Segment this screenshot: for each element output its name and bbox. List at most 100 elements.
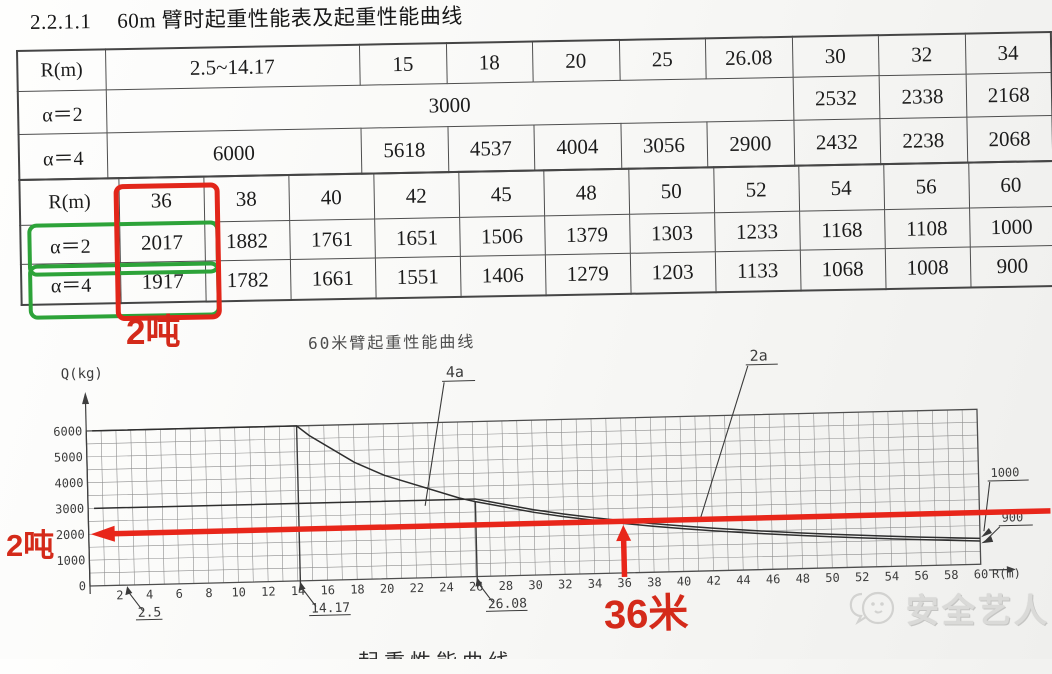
callout-leader xyxy=(478,584,494,603)
watermark: 安全艺人 xyxy=(848,584,1050,632)
table-cell: 1000 xyxy=(969,206,1052,248)
table-cell: 20 xyxy=(531,39,620,83)
table-cell: 1108 xyxy=(884,208,970,249)
x-tick-label: 58 xyxy=(944,568,959,582)
load-capacity-table: R(m) 2.5~14.17 15 18 20 25 26.08 30 32 34 α＝2 3000 2… xyxy=(16,31,1052,322)
annotation-2t-table: 2吨 xyxy=(126,313,181,352)
x-tick-label: 20 xyxy=(380,582,395,596)
table-cell: 2017 xyxy=(119,222,205,263)
table-cell: 2338 xyxy=(878,74,967,119)
callout-underline xyxy=(486,609,528,612)
table-cell: 15 xyxy=(358,43,447,86)
x-tick-label: 12 xyxy=(261,584,276,598)
red-arrow-up xyxy=(616,524,632,542)
table-cell: 2900 xyxy=(706,120,795,168)
table-cell: 1761 xyxy=(289,218,375,260)
table-cell: 3056 xyxy=(620,121,708,169)
callout-underline xyxy=(135,618,163,621)
x-tick-label: 48 xyxy=(795,571,810,585)
x-tick-label: 42 xyxy=(706,574,721,588)
table-cell: 32 xyxy=(877,33,966,76)
table-cell: 54 xyxy=(798,164,885,212)
x-tick-label: 56 xyxy=(914,569,929,583)
x-tick-label: 8 xyxy=(205,586,213,600)
callout-leader xyxy=(302,588,317,607)
table-cell: 2532 xyxy=(792,75,880,121)
x-tick-label: 34 xyxy=(588,576,603,590)
table-cell: 1379 xyxy=(544,214,630,255)
callout-label: 14.17 xyxy=(311,601,350,617)
watermark-text: 安全艺人 xyxy=(906,592,1050,629)
table-cell: 2238 xyxy=(879,117,968,165)
capacity-curve-chart: Q(kg) 6000 5000 4000 3000 2000 1000 0 2 4 6 8 10 12 14… xyxy=(50,332,1052,668)
chart-grid xyxy=(85,408,982,587)
curve-4a xyxy=(92,425,981,542)
reference-line xyxy=(295,425,302,587)
table-cell: 1506 xyxy=(459,215,545,257)
callout-arrowhead xyxy=(125,586,133,596)
table-cell: 1203 xyxy=(629,251,716,294)
table-cell: 18 xyxy=(445,41,533,84)
table-cell: 1882 xyxy=(204,220,290,262)
document-photo: 2.2.1.1 60m 臂时起重性能表及起重性能曲线 R(m) 2.5~14.17 1… xyxy=(6,0,1052,659)
x-tick-label: 4 xyxy=(146,587,154,601)
x-tick-label: 24 xyxy=(439,580,454,594)
row-label-cell: α＝4 xyxy=(20,262,121,305)
table-cell: 2168 xyxy=(965,72,1052,118)
x-tick-label: 6 xyxy=(176,587,184,601)
table-cell: 1661 xyxy=(289,257,376,301)
x-tick-label: 10 xyxy=(231,585,246,599)
table-cell: 56 xyxy=(883,162,970,210)
row-label-cell: α＝4 xyxy=(18,132,108,180)
table-cell: 4004 xyxy=(533,123,622,171)
table-cell: 40 xyxy=(288,173,375,221)
capacity-table-lower: R(m) 36 38 40 42 45 48 50 52 54 56 60 α＝2 2017 1882 176… xyxy=(18,159,1052,306)
callout-arrowhead xyxy=(298,581,306,591)
table-cell: 1406 xyxy=(459,254,546,297)
capacity-table-upper: R(m) 2.5~14.17 15 18 20 25 26.08 30 32 34 α＝2 3000 2… xyxy=(16,31,1052,181)
table-cell: 26.08 xyxy=(704,36,793,79)
table-cell: 6000 xyxy=(106,128,362,179)
callout-underline xyxy=(309,614,351,617)
row-label-cell: R(m) xyxy=(17,49,106,92)
axes xyxy=(82,392,1016,595)
table-cell: 2432 xyxy=(793,118,881,166)
callout-label: 26.08 xyxy=(488,596,527,612)
table-cell: 1782 xyxy=(204,259,291,302)
x-tick-label: 28 xyxy=(499,579,514,593)
table-cell: 1303 xyxy=(629,212,715,254)
x-tick-label: 16 xyxy=(320,583,335,597)
x-tick-label: 2 xyxy=(116,588,124,602)
callout-arrowhead xyxy=(475,577,483,587)
table-cell: 2068 xyxy=(966,115,1052,163)
curve-label-4a: 4a xyxy=(446,363,464,381)
y-tick-label: 5000 xyxy=(54,450,83,465)
x-tick-label: 50 xyxy=(825,571,840,585)
y-tick-label: 0 xyxy=(79,579,87,593)
section-number: 2.2.1.1 xyxy=(29,9,92,34)
x-tick-label: 44 xyxy=(736,573,751,587)
x-tick-label: 52 xyxy=(855,570,870,584)
table-cell: 36 xyxy=(118,176,205,224)
table-cell: 52 xyxy=(713,165,800,213)
end-label-2a: 1000 xyxy=(990,465,1019,480)
table-cell: 60 xyxy=(968,161,1052,209)
x-tick-label: 60 xyxy=(974,567,989,581)
annotation-36m: 36米 xyxy=(603,591,689,637)
y-tick-label: 4000 xyxy=(54,476,83,491)
table-cell: 2.5~14.17 xyxy=(105,44,360,90)
table-cell: 1233 xyxy=(714,211,800,252)
x-tick-label: 40 xyxy=(677,574,692,588)
section-title: 2.2.1.1 60m 臂时起重性能表及起重性能曲线 xyxy=(30,0,590,36)
annotation-2t-axis: 2吨 xyxy=(6,528,55,563)
table-cell: 900 xyxy=(969,245,1052,288)
curve-label-2a: 2a xyxy=(749,346,767,364)
section-title-text: 60m 臂时起重性能表及起重性能曲线 xyxy=(117,3,463,33)
callout-leader xyxy=(128,592,144,612)
callout-label: 2.5 xyxy=(138,605,162,621)
table-cell: 34 xyxy=(964,32,1052,75)
y-tick-label: 6000 xyxy=(53,424,82,439)
x-tick-label: 30 xyxy=(528,578,543,592)
table-cell: 30 xyxy=(791,35,879,78)
